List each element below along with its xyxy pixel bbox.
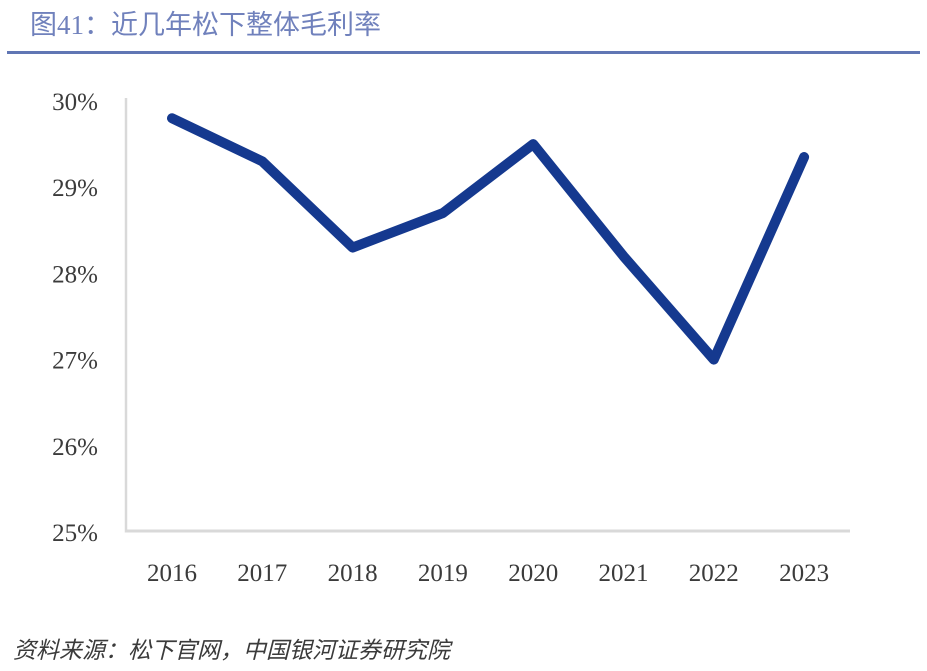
x-axis-tick-label: 2022 xyxy=(689,560,739,587)
y-axis-tick-label: 27% xyxy=(52,348,98,375)
x-axis-tick-label: 2017 xyxy=(237,560,287,587)
gross-margin-line-chart: 25% 26% 27% 28% 29% 30% 2016 2017 2018 2019 2020 20… xyxy=(0,60,927,605)
y-axis-tick-label: 30% xyxy=(52,89,98,116)
x-axis-tick-label: 2020 xyxy=(508,560,558,587)
y-axis-tick-label: 29% xyxy=(52,175,98,202)
x-axis-tick-label: 2018 xyxy=(328,560,378,587)
chart-canvas: 25% 26% 27% 28% 29% 30% 2016 2017 2018 2019 2020 20… xyxy=(52,89,850,587)
header-divider xyxy=(7,51,920,54)
gross-margin-series-line xyxy=(167,113,810,365)
x-axis-tick-label: 2021 xyxy=(599,560,649,587)
source-note: 资料来源：松下官网，中国银河证券研究院 xyxy=(13,638,450,663)
y-axis-tick-label: 25% xyxy=(52,520,98,547)
y-axis-tick-label: 26% xyxy=(52,434,98,461)
y-axis-tick-label: 28% xyxy=(52,261,98,288)
x-axis-tick-label: 2019 xyxy=(418,560,468,587)
x-axis-tick-label: 2016 xyxy=(147,560,197,587)
x-axis-tick-label: 2023 xyxy=(779,560,829,587)
figure-title: 图41：近几年松下整体毛利率 xyxy=(30,10,381,40)
